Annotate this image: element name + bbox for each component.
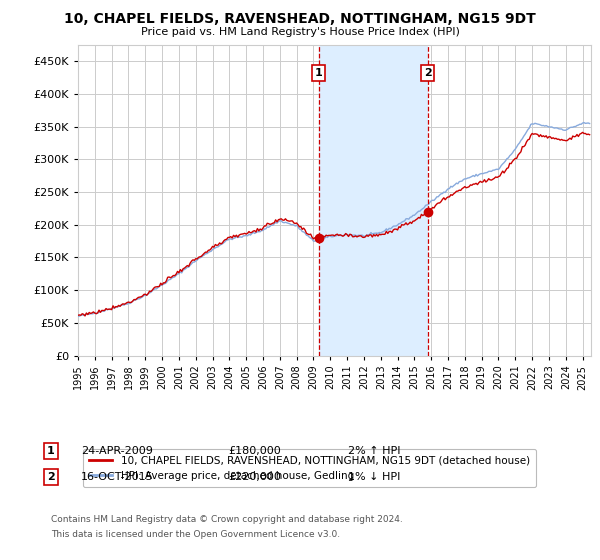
Text: 2% ↑ HPI: 2% ↑ HPI	[348, 446, 401, 456]
Text: 24-APR-2009: 24-APR-2009	[81, 446, 153, 456]
Text: 1: 1	[47, 446, 55, 456]
Legend: 10, CHAPEL FIELDS, RAVENSHEAD, NOTTINGHAM, NG15 9DT (detached house), HPI: Avera: 10, CHAPEL FIELDS, RAVENSHEAD, NOTTINGHA…	[83, 449, 536, 487]
Text: £220,000: £220,000	[228, 472, 281, 482]
Text: 1: 1	[315, 68, 323, 78]
Text: 16-OCT-2015: 16-OCT-2015	[81, 472, 154, 482]
Text: This data is licensed under the Open Government Licence v3.0.: This data is licensed under the Open Gov…	[51, 530, 340, 539]
Text: 10, CHAPEL FIELDS, RAVENSHEAD, NOTTINGHAM, NG15 9DT: 10, CHAPEL FIELDS, RAVENSHEAD, NOTTINGHA…	[64, 12, 536, 26]
Text: Contains HM Land Registry data © Crown copyright and database right 2024.: Contains HM Land Registry data © Crown c…	[51, 515, 403, 524]
Text: £180,000: £180,000	[228, 446, 281, 456]
Text: 2: 2	[424, 68, 431, 78]
Text: 1% ↓ HPI: 1% ↓ HPI	[348, 472, 400, 482]
Text: Price paid vs. HM Land Registry's House Price Index (HPI): Price paid vs. HM Land Registry's House …	[140, 27, 460, 37]
Text: 2: 2	[47, 472, 55, 482]
